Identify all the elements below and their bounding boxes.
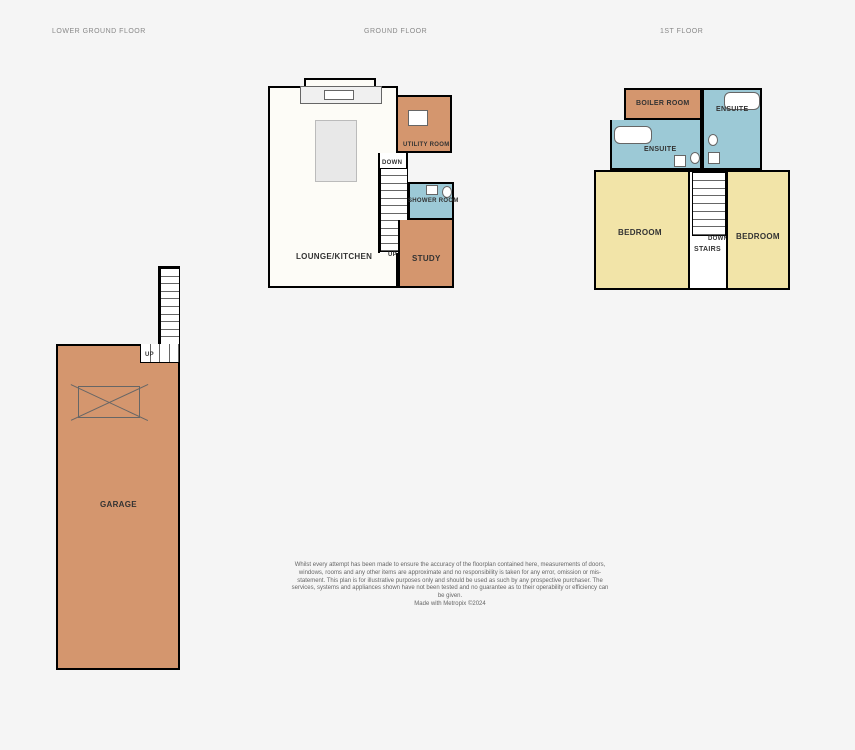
lower-ground-label: LOWER GROUND FLOOR [52, 28, 146, 35]
boiler-label: BOILER ROOM [636, 100, 689, 107]
garage-hatch [78, 386, 140, 418]
utility-label: UTILITY ROOM [403, 142, 450, 148]
ensuite1-bath [614, 126, 652, 144]
kitchen-island [315, 120, 357, 182]
first-floor-stairs [692, 172, 726, 236]
ensuite2-label: ENSUITE [716, 106, 748, 113]
stairs-label: STAIRS [694, 246, 721, 253]
bedroom2-room [726, 170, 790, 290]
up-label-ground: UP [388, 252, 397, 258]
ensuite2-toilet [708, 134, 718, 146]
lounge-label: LOUNGE/KITCHEN [296, 252, 372, 261]
kitchen-sink [324, 90, 354, 100]
ground-floor-label: GROUND FLOOR [364, 28, 427, 35]
utility-sink [408, 110, 428, 126]
up-label-garage: UP [145, 352, 154, 358]
shower-label: SHOWER ROOM [408, 198, 459, 204]
bedroom2-label: BEDROOM [736, 232, 780, 241]
first-floor-label: 1ST FLOOR [660, 28, 703, 35]
ensuite1-toilet [690, 152, 700, 164]
shower-toilet [442, 186, 452, 198]
ensuite1-basin [674, 155, 686, 167]
ensuite2-basin [708, 152, 720, 164]
garage-label: GARAGE [100, 500, 137, 509]
disclaimer-credit: Made with Metropix ©2024 [414, 601, 485, 607]
bedroom1-label: BEDROOM [618, 228, 662, 237]
disclaimer-text: Whilst every attempt has been made to en… [290, 562, 610, 609]
down-label-ground: DOWN [382, 160, 402, 166]
ensuite1-label: ENSUITE [644, 146, 676, 153]
study-label: STUDY [412, 254, 441, 263]
shower-basin [426, 185, 438, 195]
garage-stairs [160, 268, 180, 346]
disclaimer-body: Whilst every attempt has been made to en… [292, 562, 609, 599]
